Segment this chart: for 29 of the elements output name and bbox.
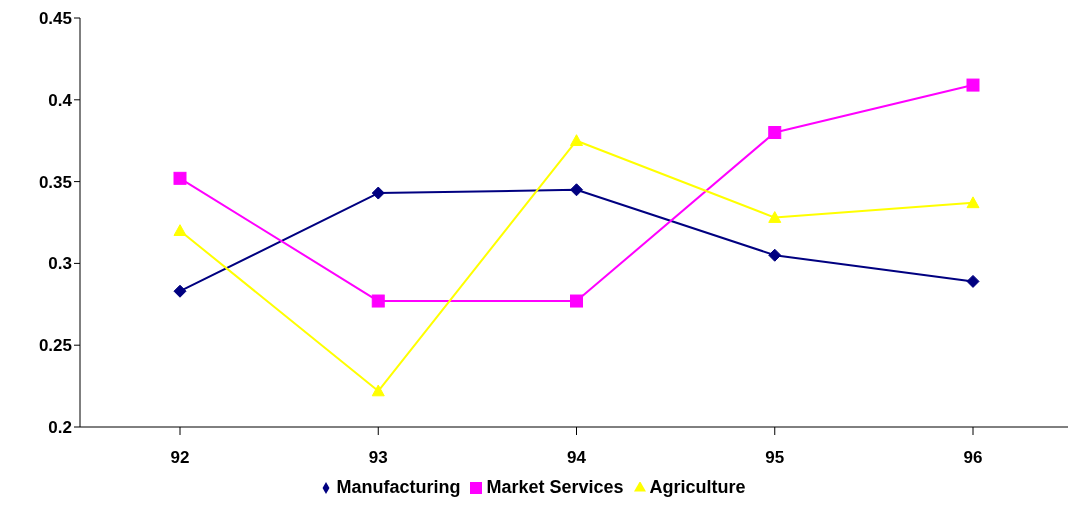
point — [768, 211, 782, 223]
y-tick-label: 0.25 — [38, 336, 72, 356]
point — [966, 274, 980, 288]
x-tick-label: 96 — [963, 448, 983, 468]
legend-label: Market Services — [486, 477, 624, 497]
legend-label: Manufacturing — [336, 477, 461, 497]
legend-label: Agriculture — [649, 477, 746, 497]
point — [570, 294, 583, 308]
point — [173, 284, 187, 298]
x-tick-label: 94 — [567, 448, 587, 468]
point — [173, 224, 187, 236]
point — [371, 294, 385, 308]
point — [768, 126, 782, 140]
y-tick-label: 0.45 — [38, 9, 72, 29]
point — [371, 384, 385, 397]
y-tick-label: 0.35 — [38, 172, 72, 192]
y-tick-label: 0.4 — [48, 90, 73, 110]
y-tick-label: 0.2 — [48, 418, 72, 438]
x-tick-label: 95 — [765, 448, 785, 468]
point — [570, 134, 583, 146]
point — [966, 78, 980, 92]
point — [570, 183, 583, 197]
y-tick-label: 0.3 — [48, 254, 72, 274]
point — [966, 196, 980, 209]
x-tick-label: 93 — [368, 448, 388, 468]
point — [173, 171, 187, 185]
point — [371, 186, 385, 200]
x-tick-label: 92 — [170, 448, 190, 468]
point — [768, 248, 782, 262]
